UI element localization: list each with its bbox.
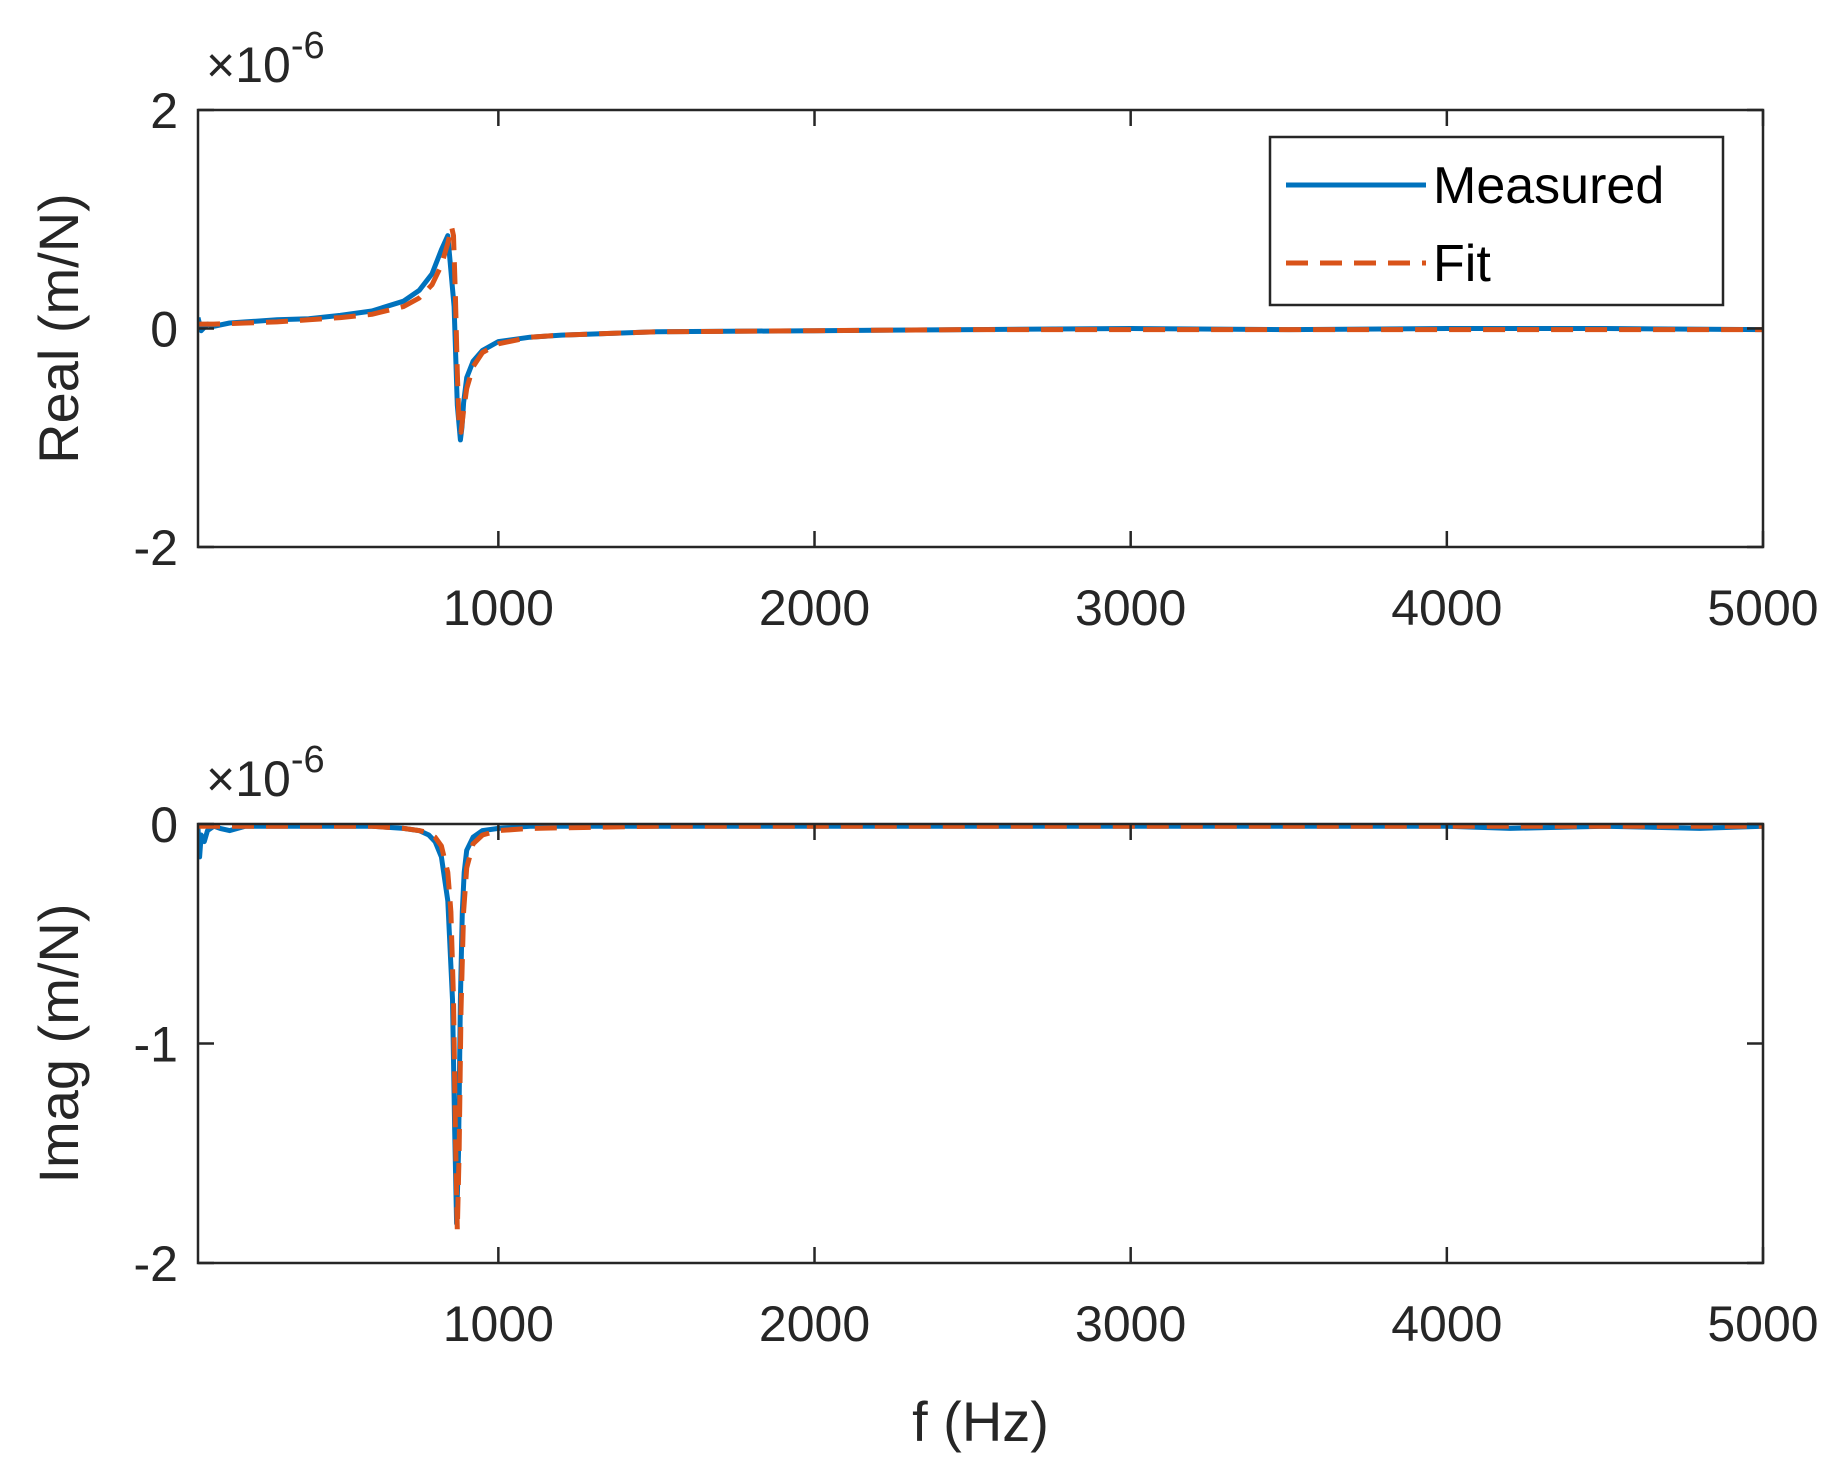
legend-box <box>1268 135 1725 307</box>
panel-2: 1000 2000 3000 4000 5000 -2 -1 0 ×10-6 Imag (m/N)… <box>27 739 1819 1453</box>
y-tick-label: -1 <box>134 1017 178 1073</box>
x-tick-label: 2000 <box>759 580 870 636</box>
y-tick-label: 0 <box>150 302 178 358</box>
x-tick-label: 2000 <box>759 1296 870 1352</box>
legend-label-fit: Fit <box>1433 235 1491 293</box>
x-tick-label: 1000 <box>443 580 554 636</box>
x-tick-label: 4000 <box>1391 580 1502 636</box>
legend: Measured Fit <box>1268 135 1725 307</box>
x-axis-label: f (Hz) <box>912 1390 1049 1453</box>
series-line-fit <box>198 823 1763 1233</box>
panel-1: 1000 2000 3000 4000 5000 -2 0 2 ×10-6 Real (m/N) M… <box>27 25 1819 636</box>
series-group <box>198 823 1763 1233</box>
x-tick-label: 3000 <box>1075 1296 1186 1352</box>
series-group <box>198 224 1763 443</box>
x-tick-label: 5000 <box>1707 1296 1818 1352</box>
y-tick-label: 0 <box>150 797 178 853</box>
y-exponent-label: ×10-6 <box>206 25 325 93</box>
x-tick-label: 4000 <box>1391 1296 1502 1352</box>
y-tick-label: 2 <box>150 83 178 139</box>
y-tick-label: -2 <box>134 520 178 576</box>
y-tick-label: -2 <box>134 1236 178 1292</box>
plots-layer: 1000 2000 3000 4000 5000 -2 0 2 ×10-6 Real (m/N) M… <box>27 25 1819 1453</box>
x-tick-label: 1000 <box>443 1296 554 1352</box>
x-tick-label: 3000 <box>1075 580 1186 636</box>
y-exponent-label: ×10-6 <box>206 739 325 807</box>
series-line-measured <box>198 233 1763 443</box>
series-line-fit <box>198 224 1763 435</box>
x-tick-label: 5000 <box>1707 580 1818 636</box>
y-axis-label: Real (m/N) <box>27 193 90 464</box>
legend-label-measured: Measured <box>1433 157 1664 215</box>
y-axis-label: Imag (m/N) <box>27 904 90 1184</box>
